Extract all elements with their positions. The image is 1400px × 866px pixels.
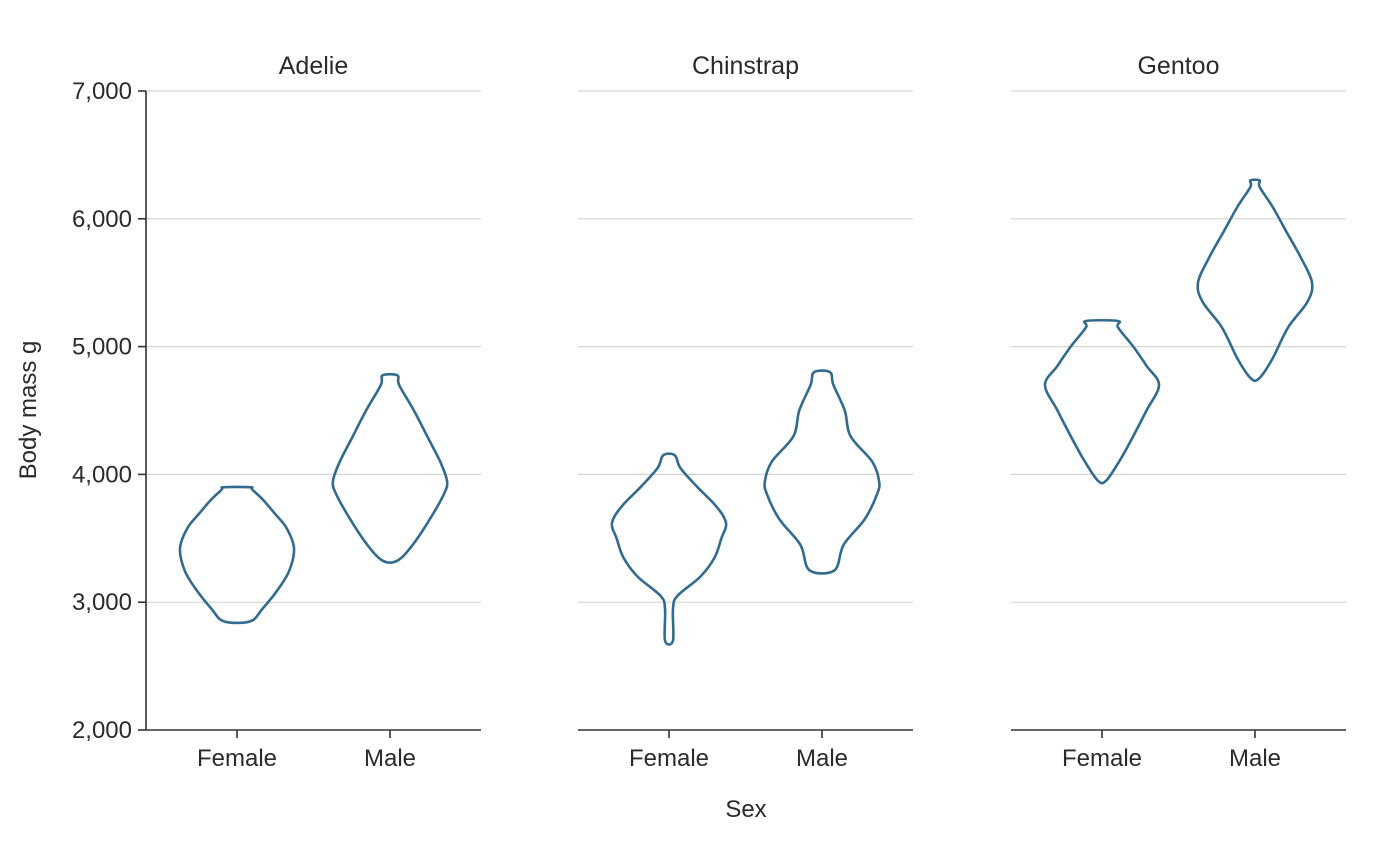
x-tick-label: Male — [364, 745, 416, 772]
violin-gentoo-female — [1043, 318, 1161, 485]
y-axis-title: Body mass g — [15, 341, 42, 480]
x-tick-label: Female — [197, 745, 277, 772]
facet-title: Chinstrap — [692, 52, 799, 80]
y-tick-label: 2,000 — [72, 717, 132, 744]
y-tick-label: 5,000 — [72, 334, 132, 361]
facet-panel-chinstrap: Chinstrap Female Male — [578, 52, 913, 772]
facet-title: Gentoo — [1137, 52, 1219, 80]
y-tick-label: 6,000 — [72, 206, 132, 233]
x-tick-label: Male — [796, 745, 848, 772]
violin-adelie-female — [178, 485, 296, 625]
violin-chinstrap-male — [763, 369, 881, 575]
x-tick-label: Male — [1229, 745, 1281, 772]
facet-panel-gentoo: Gentoo Female Male — [1011, 52, 1346, 772]
y-tick-label: 3,000 — [72, 589, 132, 616]
facet-panel-adelie: Adelie Female Male — [146, 52, 481, 772]
facet-title: Adelie — [279, 52, 349, 80]
violin-adelie-male — [331, 372, 449, 564]
x-tick-label: Female — [629, 745, 709, 772]
x-tick-label: Female — [1062, 745, 1142, 772]
y-tick-label: 7,000 — [72, 78, 132, 105]
violin-gentoo-male — [1196, 178, 1314, 383]
violin-chinstrap-female — [610, 452, 728, 646]
x-axis-title: Sex — [725, 796, 766, 823]
y-axis: 2,000 3,000 4,000 5,000 6,000 7,000 — [72, 78, 147, 744]
y-tick-label: 4,000 — [72, 461, 132, 488]
